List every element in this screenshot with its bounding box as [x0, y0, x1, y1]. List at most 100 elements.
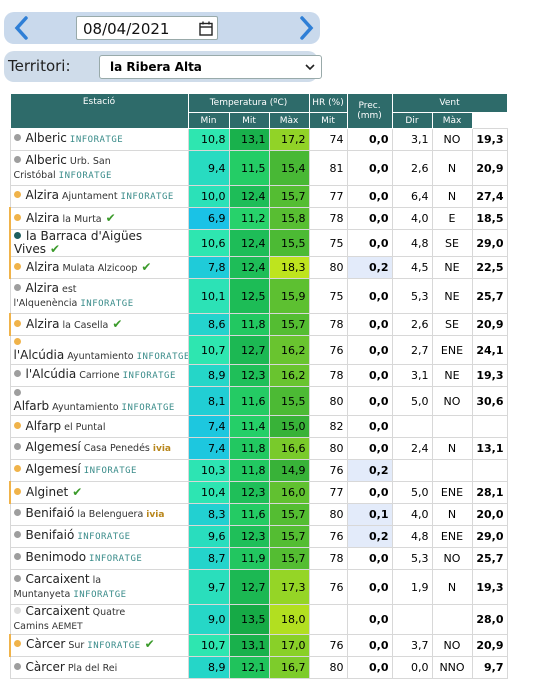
station-row: Benifaió la Belenguera ivia 8,3 11,6 15,7 80 0,…	[9, 503, 508, 526]
value-cell: 10,0	[187, 185, 230, 208]
station-row: Carcaixent la Muntanyeta INFORATGE 9,7 12,7 1…	[9, 569, 508, 605]
value-cell: 24,1	[471, 335, 508, 365]
value-cell: 80	[308, 437, 348, 460]
territory-bar: Territori: la Ribera Alta	[4, 51, 322, 82]
station-location: la Murta	[62, 213, 102, 225]
station-name: Carcaixent	[25, 604, 90, 618]
status-dot	[13, 338, 21, 345]
territory-value: la Ribera Alta	[110, 60, 202, 74]
value-cell: NO	[431, 128, 473, 151]
value-cell: 16,0	[268, 481, 310, 504]
value-cell: 28,1	[471, 481, 508, 504]
station-cell: Alberic INFORATGE	[9, 128, 189, 151]
value-cell: 8,6	[187, 313, 230, 336]
value-cell: 9,0	[187, 604, 230, 635]
value-cell: 10,1	[187, 278, 230, 314]
value-cell: 8,7	[187, 547, 230, 570]
value-cell: 0,2	[346, 525, 393, 548]
value-cell: 17,3	[268, 569, 310, 605]
value-cell: 17,0	[268, 634, 310, 657]
next-day[interactable]	[294, 15, 318, 41]
value-cell: 0,0	[346, 207, 393, 230]
network-tag: INFORATGE	[80, 298, 134, 309]
station-row: Alberic Urb. San Cristóbal INFORATGE 9,4 11,…	[9, 150, 508, 186]
calendar-icon[interactable]	[199, 21, 213, 36]
value-cell: NO	[431, 386, 473, 416]
stations-table: Estació Temperatura (ºC) HR (%) Prec. (m…	[9, 93, 508, 679]
value-cell: 0,0	[346, 128, 393, 151]
station-cell: Alzira la Casella ✔	[9, 313, 189, 336]
value-cell: 4,5	[391, 256, 433, 279]
value-cell: 78	[308, 313, 348, 336]
value-cell: 2,6	[391, 313, 433, 336]
status-dot	[14, 488, 21, 495]
value-cell: 0,0	[346, 386, 393, 416]
value-cell: 80	[308, 386, 348, 416]
status-dot	[14, 213, 21, 221]
value-cell: 29,0	[471, 525, 508, 548]
station-location: Ayuntamiento	[67, 351, 134, 362]
value-cell: 20,9	[471, 150, 508, 186]
station-row: Algemesí INFORATGE 10,3 11,8 14,9 76 0,2	[9, 459, 508, 482]
value-cell: ENE	[431, 525, 473, 548]
value-cell: 3,1	[391, 128, 433, 151]
date-bar: 08/04/2021	[4, 12, 320, 44]
value-cell: 15,8	[268, 207, 310, 230]
value-cell: 15,7	[268, 503, 310, 526]
value-cell	[391, 415, 433, 438]
value-cell: 13,1	[228, 634, 270, 657]
station-cell: l'Alcúdia Ayuntamiento INFORATGE	[9, 335, 189, 365]
prev-day[interactable]	[10, 15, 34, 41]
value-cell: 5,0	[391, 481, 433, 504]
value-cell: 0,0	[346, 437, 393, 460]
station-name: Alzira	[26, 259, 60, 274]
value-cell: 12,3	[228, 525, 270, 548]
value-cell: 4,8	[391, 229, 433, 257]
station-location: el Puntal	[64, 421, 106, 433]
station-cell: l'Alcúdia Carrione INFORATGE	[9, 364, 189, 387]
station-location: Carrione	[79, 370, 120, 381]
value-cell: 9,7	[187, 569, 230, 605]
value-cell: 15,4	[268, 150, 310, 186]
status-dot	[13, 607, 21, 614]
date-text: 08/04/2021	[83, 20, 170, 38]
subheader: Min	[187, 112, 230, 129]
status-dot	[13, 531, 21, 538]
station-cell: Benimodo INFORATGE	[9, 547, 189, 570]
value-cell: 11,8	[228, 437, 270, 460]
value-cell: NO	[431, 634, 473, 657]
station-name: Benimodo	[25, 550, 87, 564]
station-row: Benifaió INFORATGE 9,6 12,3 15,7 76 0,2 4,8 ENE 2…	[9, 525, 508, 548]
value-cell: NE	[431, 278, 473, 314]
station-location: la Casella	[62, 319, 109, 331]
station-cell: Algemesí Casa Penedés ivia	[9, 437, 189, 460]
station-name: Algemesí	[25, 440, 81, 454]
value-cell	[308, 604, 348, 635]
status-dot	[13, 509, 21, 516]
status-dot	[13, 574, 21, 582]
value-cell: 1,9	[391, 569, 433, 605]
territory-select[interactable]: la Ribera Alta	[99, 55, 322, 79]
header-temperature: Temperatura (ºC)	[187, 93, 310, 113]
station-name: l'Alcúdia	[25, 367, 77, 381]
station-cell: Alfarb Ayuntamiento INFORATGE	[9, 386, 189, 416]
value-cell: 18,3	[268, 256, 310, 279]
value-cell: 10,8	[187, 128, 230, 151]
value-cell: SE	[431, 229, 473, 257]
station-name: Alginet	[26, 485, 69, 499]
value-cell: 0,2	[346, 459, 393, 482]
value-cell: 81	[308, 150, 348, 186]
date-input[interactable]: 08/04/2021	[76, 16, 218, 40]
value-cell: 0,0	[346, 634, 393, 657]
value-cell: N	[431, 437, 473, 460]
check-icon: ✔	[144, 637, 155, 651]
value-cell: N	[431, 569, 473, 605]
value-cell: 8,3	[187, 503, 230, 526]
station-row: Càrcer Sur INFORATGE ✔ 10,7 13,1 17,0 76 0,0 3,7 N…	[9, 634, 508, 657]
network-tag: INFORATGE	[87, 641, 141, 651]
value-cell: 76	[308, 634, 348, 657]
value-cell: 16,7	[268, 656, 310, 679]
value-cell: 28,0	[471, 604, 508, 635]
value-cell: 29,0	[471, 229, 508, 257]
value-cell: 0,0	[346, 229, 393, 257]
